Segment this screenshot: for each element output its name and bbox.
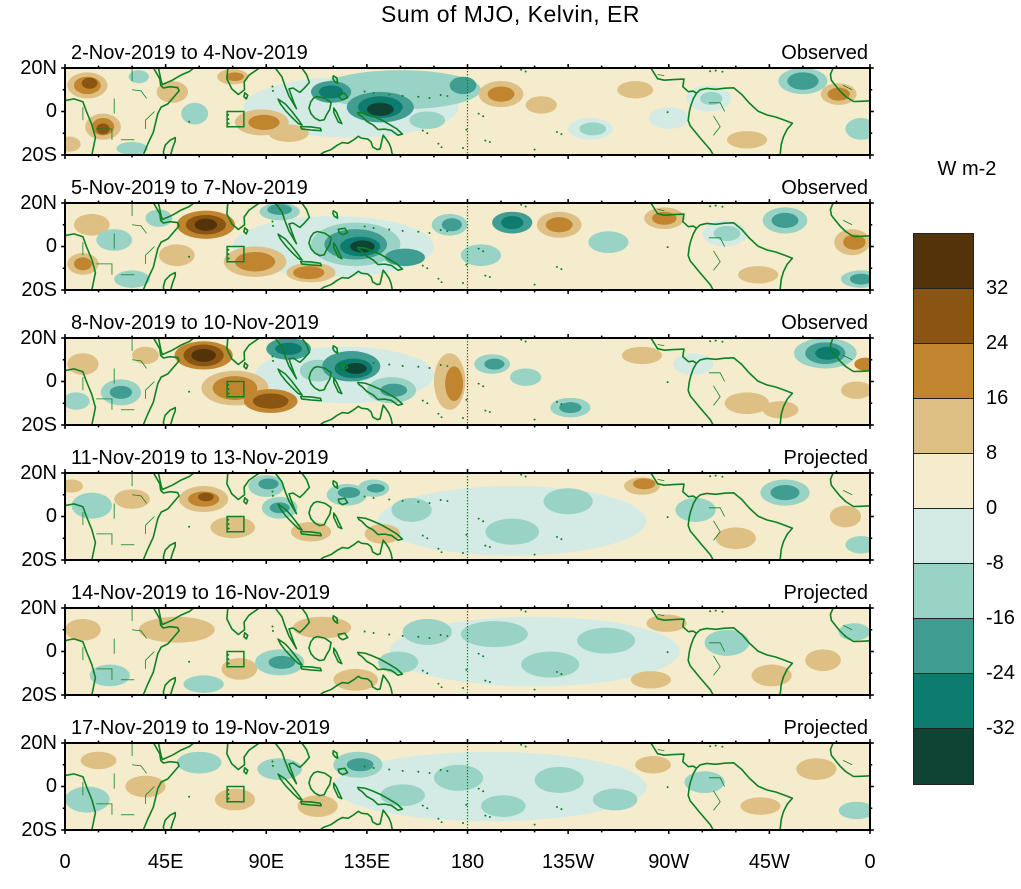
map-panel-6: 20N 0 20S 17-Nov-2019 to 19-Nov-2019 Pro…: [20, 717, 870, 841]
colorbar-tick-label: 8: [986, 442, 998, 464]
map-canvas: [65, 338, 870, 425]
colorbar-segment: [914, 674, 973, 729]
y-axis-label-20s: 20S: [21, 144, 57, 166]
colorbar-segment: [914, 234, 973, 289]
x-axis-tick-label: 135E: [343, 851, 391, 873]
x-axis: 0 45E 90E 135E 180 135W 90W 45W 0: [59, 851, 875, 879]
colorbar-segment: [914, 454, 973, 509]
y-axis-label-20n: 20N: [20, 597, 57, 619]
map-panel-4: 20N 0 20S 11-Nov-2019 to 13-Nov-2019 Pro…: [20, 447, 870, 571]
colorbar-title: W m-2: [937, 158, 997, 180]
colorbar-tick-label: -8: [986, 552, 1004, 574]
x-axis-tick-label: 45E: [147, 851, 184, 873]
map-canvas: [65, 608, 870, 695]
colorbar-tick-label: 32: [986, 277, 1009, 299]
y-axis-label-0: 0: [45, 640, 57, 662]
panel-status-label: Projected: [783, 447, 869, 469]
x-axis-tick-label: 135W: [542, 851, 595, 873]
colorbar-segment: [914, 729, 973, 784]
panel-status-label: Observed: [781, 42, 868, 64]
panel-date-label: 2-Nov-2019 to 4-Nov-2019: [71, 42, 308, 64]
colorbar-tick-label: -16: [986, 607, 1015, 629]
map-panel-3: 20N 0 20S 8-Nov-2019 to 10-Nov-2019 Obse…: [20, 312, 870, 436]
x-axis-tick-label: 0: [59, 851, 71, 873]
colorbar-segment: [914, 289, 973, 344]
map-panel-2: 20N 0 20S 5-Nov-2019 to 7-Nov-2019 Obser…: [20, 177, 870, 301]
panel-date-label: 11-Nov-2019 to 13-Nov-2019: [71, 447, 329, 469]
y-axis-label-0: 0: [45, 370, 57, 392]
x-axis-tick-label: 45W: [748, 851, 790, 873]
panel-status-label: Observed: [781, 177, 868, 199]
y-axis-label-0: 0: [45, 100, 57, 122]
panel-date-label: 14-Nov-2019 to 16-Nov-2019: [71, 582, 331, 604]
map-canvas: [65, 473, 870, 560]
colorbar-segment: [914, 619, 973, 674]
panel-status-label: Projected: [783, 717, 869, 739]
y-axis-label-20s: 20S: [21, 549, 57, 571]
colorbar-tick-label: -32: [986, 717, 1015, 739]
map-panel-1: 20N 0 20S 2-Nov-2019 to 4-Nov-2019 Obser…: [20, 42, 870, 166]
y-axis-label-20n: 20N: [20, 192, 57, 214]
y-axis-label-20s: 20S: [21, 414, 57, 436]
x-axis-tick-label: 0: [864, 851, 876, 873]
colorbar: [913, 233, 974, 785]
colorbar-tick-label: 24: [986, 332, 1009, 354]
map-canvas: [65, 203, 870, 290]
panel-status-label: Observed: [781, 312, 868, 334]
y-axis-label-20n: 20N: [20, 327, 57, 349]
panel-date-label: 5-Nov-2019 to 7-Nov-2019: [71, 177, 308, 199]
y-axis-label-20n: 20N: [20, 462, 57, 484]
y-axis-label-20s: 20S: [21, 684, 57, 706]
x-axis-tick-label: 90E: [248, 851, 285, 873]
map-canvas: [65, 743, 870, 830]
x-axis-tick-label: 180: [450, 851, 485, 873]
y-axis-label-20n: 20N: [20, 57, 57, 79]
colorbar-tick-label: 0: [986, 497, 998, 519]
y-axis-label-0: 0: [45, 235, 57, 257]
y-axis-label-20s: 20S: [21, 819, 57, 841]
colorbar-segment: [914, 399, 973, 454]
colorbar-segment: [914, 344, 973, 399]
colorbar-segment: [914, 564, 973, 619]
y-axis-label-20s: 20S: [21, 279, 57, 301]
y-axis-label-20n: 20N: [20, 732, 57, 754]
colorbar-segment: [914, 509, 973, 564]
map-panel-5: 20N 0 20S 14-Nov-2019 to 16-Nov-2019 Pro…: [20, 582, 870, 706]
colorbar-tick-label: -24: [986, 662, 1015, 684]
y-axis-label-0: 0: [45, 505, 57, 527]
panel-status-label: Projected: [783, 582, 869, 604]
map-canvas: [65, 68, 870, 155]
colorbar-tick-label: 16: [986, 387, 1009, 409]
x-axis-tick-label: 90W: [648, 851, 690, 873]
panel-date-label: 17-Nov-2019 to 19-Nov-2019: [71, 717, 331, 739]
y-axis-label-0: 0: [45, 775, 57, 797]
figure-title: Sum of MJO, Kelvin, ER: [381, 1, 640, 27]
panel-date-label: 8-Nov-2019 to 10-Nov-2019: [71, 312, 319, 334]
